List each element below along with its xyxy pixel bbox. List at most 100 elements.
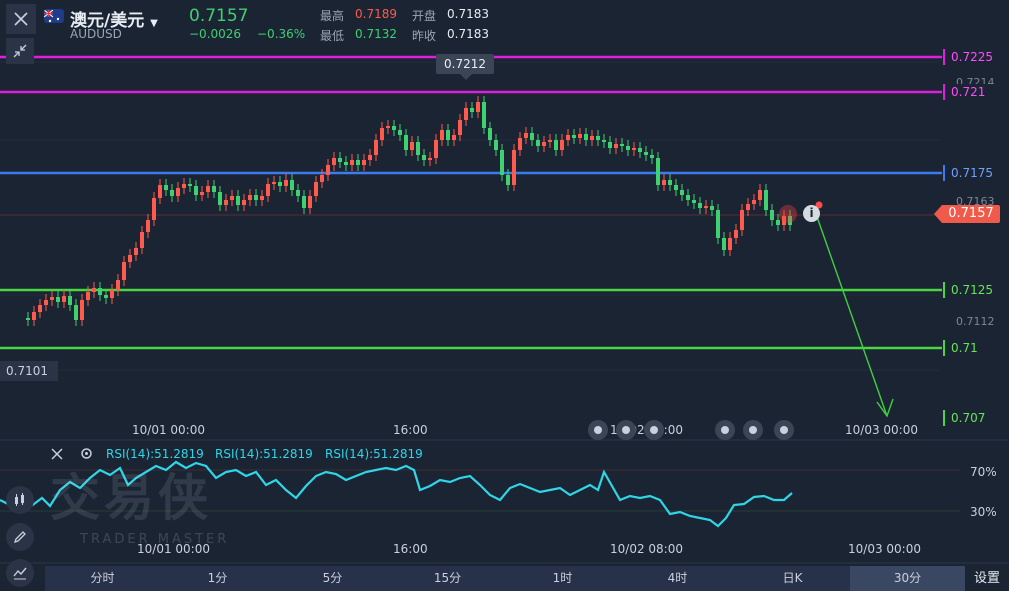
candle-body <box>248 195 252 200</box>
candle-body <box>776 220 780 225</box>
candle-body <box>590 136 594 140</box>
candle-body <box>386 126 390 128</box>
candle-body <box>44 300 48 305</box>
candle-body <box>644 152 648 155</box>
candle-body <box>542 142 546 146</box>
period-tabs: 分时 1分 5分 15分 1时 4时 日K 30分 <box>45 566 965 591</box>
prev-close-value: 0.7183 <box>447 27 489 41</box>
candle-body <box>398 130 402 135</box>
candle-body <box>308 196 312 208</box>
tab-5m[interactable]: 5分 <box>322 571 343 585</box>
candle-body <box>782 216 786 225</box>
candle-body <box>638 148 642 152</box>
candle-body <box>488 128 492 140</box>
candle-body <box>62 296 66 302</box>
shrink-icon <box>13 44 27 58</box>
price-change-pct: −0.36% <box>257 27 306 41</box>
candle-body <box>32 312 36 320</box>
symbol-selector[interactable]: 澳元/美元 ▼ <box>70 6 158 31</box>
candle-body <box>746 204 750 210</box>
candle-body <box>482 102 486 128</box>
chart-dot-button[interactable] <box>743 420 763 440</box>
tab-tick[interactable]: 分时 <box>90 571 115 585</box>
candle-body <box>764 190 768 210</box>
pencil-icon <box>13 531 26 544</box>
rsi-upper-label: 70% <box>970 465 997 479</box>
candle-body <box>104 295 108 298</box>
tab-1h[interactable]: 1时 <box>552 571 573 585</box>
collapse-button[interactable] <box>6 38 34 64</box>
rsi-line <box>0 460 793 528</box>
rsi-time-label-1002: 10/02 08:00 <box>610 542 683 556</box>
candle-body <box>560 140 564 150</box>
time-label-1003: 10/03 00:00 <box>845 423 918 437</box>
tab-1m[interactable]: 1分 <box>207 571 228 585</box>
high-value: 0.7189 <box>355 7 397 21</box>
watermark-subtitle: TRADER MASTER <box>80 532 230 547</box>
candle-body <box>752 200 756 204</box>
open-value: 0.7183 <box>447 7 489 21</box>
chart-dot-button[interactable] <box>715 420 735 440</box>
price-change: −0.0026 <box>189 27 242 41</box>
draw-tool-button[interactable] <box>6 523 34 551</box>
australia-flag-icon <box>44 9 64 23</box>
candle-body <box>506 175 510 185</box>
tab-daily[interactable]: 日K <box>782 571 803 585</box>
candle-body <box>554 140 558 150</box>
current-price-tag: 0.7157 <box>942 205 1000 223</box>
candle-body <box>452 135 456 140</box>
candle-body <box>176 188 180 196</box>
candle-body <box>296 190 300 196</box>
candle-body <box>692 200 696 203</box>
open-label: 开盘 <box>412 9 437 23</box>
rsi-label-3: RSI(14):51.2819 <box>325 447 423 461</box>
candle-body <box>698 203 702 208</box>
candle-body <box>194 186 198 195</box>
chart-dot-button[interactable] <box>774 420 794 440</box>
time-label-16: 16:00 <box>393 423 428 437</box>
tab-4h[interactable]: 4时 <box>667 571 688 585</box>
candle-body <box>476 102 480 112</box>
axis-price-7112: 0.7112 <box>956 315 995 328</box>
candle-body <box>548 140 552 142</box>
tab-15m[interactable]: 15分 <box>433 571 462 585</box>
prev-close-label: 昨收 <box>412 29 437 43</box>
rsi-close-button[interactable] <box>50 446 64 465</box>
candle-body <box>626 146 630 150</box>
info-icon[interactable]: i <box>803 205 820 222</box>
chart-dot-button[interactable] <box>588 420 608 440</box>
candle-body <box>320 175 324 182</box>
candle-body <box>68 296 72 305</box>
candle-body <box>38 305 42 312</box>
indicator-button[interactable] <box>6 559 34 587</box>
candle-body <box>146 220 150 232</box>
candle-body <box>56 297 60 302</box>
tab-30m[interactable]: 30分 <box>850 566 965 591</box>
candle-body <box>314 182 318 196</box>
candle-body <box>92 288 96 292</box>
candle-body <box>230 196 234 200</box>
candle-body <box>512 150 516 185</box>
candle-type-button[interactable] <box>6 486 34 514</box>
candle-body <box>236 196 240 205</box>
candle-body <box>440 130 444 140</box>
chart-dot-button[interactable] <box>616 420 636 440</box>
level-7225-label: 0.7225 <box>943 49 1009 65</box>
candlesticks <box>26 96 792 326</box>
chart-dot-button[interactable] <box>644 420 664 440</box>
candle-body <box>362 160 366 165</box>
candle-body <box>224 200 228 205</box>
candle-body <box>368 155 372 160</box>
candle-body <box>326 165 330 175</box>
candle-body <box>392 126 396 130</box>
candle-body <box>614 144 618 148</box>
candle-body <box>632 148 636 150</box>
rsi-settings-button[interactable] <box>79 446 94 465</box>
close-button[interactable] <box>6 4 36 34</box>
axis-price-7163: 0.7163 <box>956 195 995 208</box>
candle-body <box>200 192 204 195</box>
candle-body <box>284 180 288 186</box>
settings-button[interactable]: 设置 <box>965 566 1009 591</box>
level-7125-label: 0.7125 <box>943 282 1009 298</box>
